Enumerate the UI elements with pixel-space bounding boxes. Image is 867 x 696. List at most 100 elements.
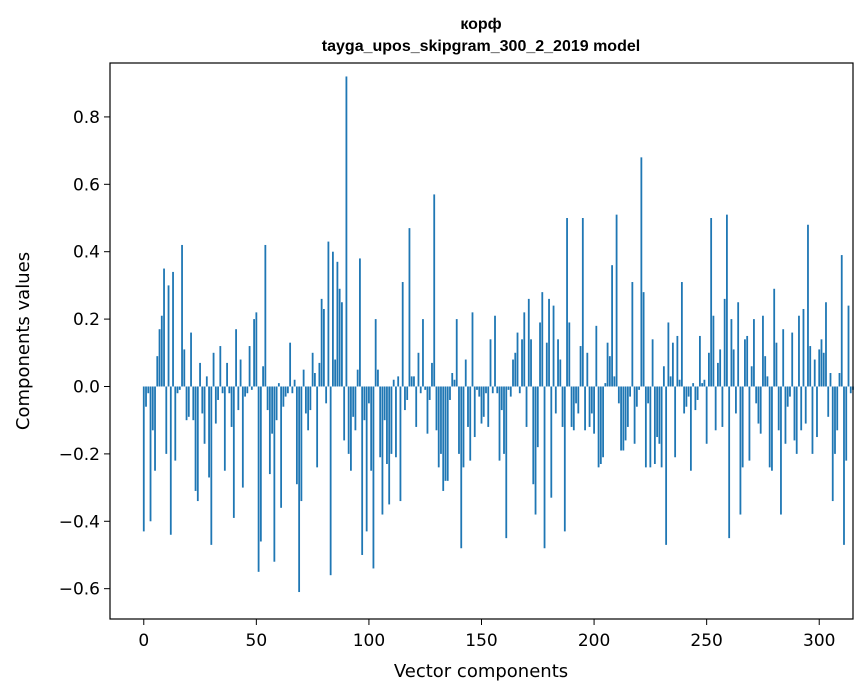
bar-component-273	[757, 386, 760, 424]
bar-component-42	[237, 386, 240, 411]
bar-component-268	[746, 335, 749, 387]
bar-component-265	[739, 386, 742, 515]
bar-component-46	[246, 386, 249, 394]
bar-component-58	[273, 386, 276, 562]
bar-component-174	[534, 386, 537, 515]
bar-component-133	[442, 386, 445, 491]
bar-component-60	[277, 383, 280, 387]
bar-component-215	[626, 386, 629, 427]
bar-component-307	[834, 386, 836, 454]
bar-component-239	[680, 282, 683, 387]
bar-component-186	[561, 386, 564, 427]
bar-component-72	[304, 386, 307, 414]
bar-component-91	[347, 386, 350, 454]
bar-component-227	[653, 386, 656, 464]
bar-component-54	[264, 244, 267, 387]
bar-component-130	[435, 386, 438, 431]
bar-component-28	[205, 376, 208, 387]
bar-component-188	[566, 218, 568, 387]
bar-component-109	[388, 386, 391, 505]
bar-component-169	[523, 312, 526, 387]
bar-component-288	[791, 332, 794, 387]
bar-component-110	[390, 386, 393, 454]
bar-component-250	[705, 386, 708, 444]
bar-component-287	[789, 386, 791, 397]
bar-component-285	[784, 386, 787, 444]
bar-component-44	[241, 386, 244, 488]
bar-component-156	[494, 315, 496, 387]
bar-component-17	[181, 244, 183, 387]
bar-component-230	[660, 386, 663, 468]
y-tick-label: 0.2	[73, 310, 100, 330]
bar-component-313	[847, 305, 850, 387]
bar-component-165	[514, 352, 517, 387]
bar-component-311	[843, 386, 845, 545]
bar-component-69	[298, 386, 301, 593]
bar-component-193	[577, 386, 580, 414]
bar-component-2	[147, 386, 150, 394]
bar-component-149	[478, 386, 481, 397]
bar-component-204	[602, 386, 604, 458]
bar-component-93	[352, 386, 355, 417]
bar-component-88	[341, 302, 343, 387]
bar-component-10	[165, 386, 168, 454]
bar-component-190	[570, 386, 573, 427]
bar-component-127	[428, 386, 431, 400]
bar-component-161	[505, 386, 508, 539]
bar-component-12	[169, 386, 172, 535]
bar-component-51	[257, 386, 260, 572]
bar-component-291	[798, 315, 800, 387]
bar-component-74	[309, 386, 312, 411]
bar-component-175	[536, 386, 539, 448]
y-tick-label: −0.6	[59, 580, 100, 600]
bar-component-132	[440, 386, 442, 454]
bar-component-75	[311, 352, 314, 387]
bar-component-312	[845, 386, 848, 461]
bar-component-29	[208, 386, 210, 478]
bar-component-233	[667, 322, 670, 387]
bar-component-252	[710, 218, 713, 387]
bar-component-64	[286, 386, 289, 394]
bar-component-139	[455, 319, 458, 387]
bars-group	[142, 76, 854, 593]
bar-component-47	[248, 346, 251, 387]
bar-component-281	[775, 342, 778, 387]
bar-component-267	[744, 339, 746, 387]
bar-component-129	[433, 194, 436, 387]
y-tick-label: −0.2	[59, 445, 100, 465]
bar-component-90	[345, 76, 348, 387]
bar-component-116	[404, 386, 406, 411]
bar-component-221	[640, 157, 643, 387]
bar-component-80	[322, 308, 325, 387]
bar-component-15	[176, 386, 179, 394]
bar-component-137	[451, 373, 454, 387]
bar-component-78	[318, 362, 321, 387]
bar-component-59	[275, 386, 278, 421]
bar-component-302	[822, 352, 825, 387]
y-tick-label: −0.4	[59, 512, 100, 532]
bar-component-124	[422, 319, 424, 387]
bar-component-245	[694, 386, 697, 411]
bar-component-35	[221, 386, 224, 394]
bar-component-153	[487, 386, 490, 427]
bar-component-260	[728, 386, 731, 539]
bar-component-70	[300, 386, 303, 502]
bar-component-61	[280, 386, 283, 508]
bar-component-199	[590, 386, 593, 414]
bar-component-171	[527, 298, 530, 387]
x-tick-label: 100	[353, 631, 385, 651]
bar-component-77	[316, 386, 319, 468]
bar-component-87	[338, 288, 341, 387]
bar-component-266	[741, 386, 744, 468]
bar-component-224	[647, 386, 650, 404]
bar-component-229	[658, 386, 661, 444]
y-axis-label: Components values	[13, 252, 34, 430]
x-axis-label: Vector components	[394, 661, 568, 682]
bar-component-158	[498, 386, 501, 461]
bar-component-279	[771, 386, 773, 471]
bar-component-182	[552, 305, 555, 387]
bar-component-258	[723, 298, 726, 387]
bar-component-166	[516, 332, 519, 387]
bar-component-105	[379, 386, 382, 458]
